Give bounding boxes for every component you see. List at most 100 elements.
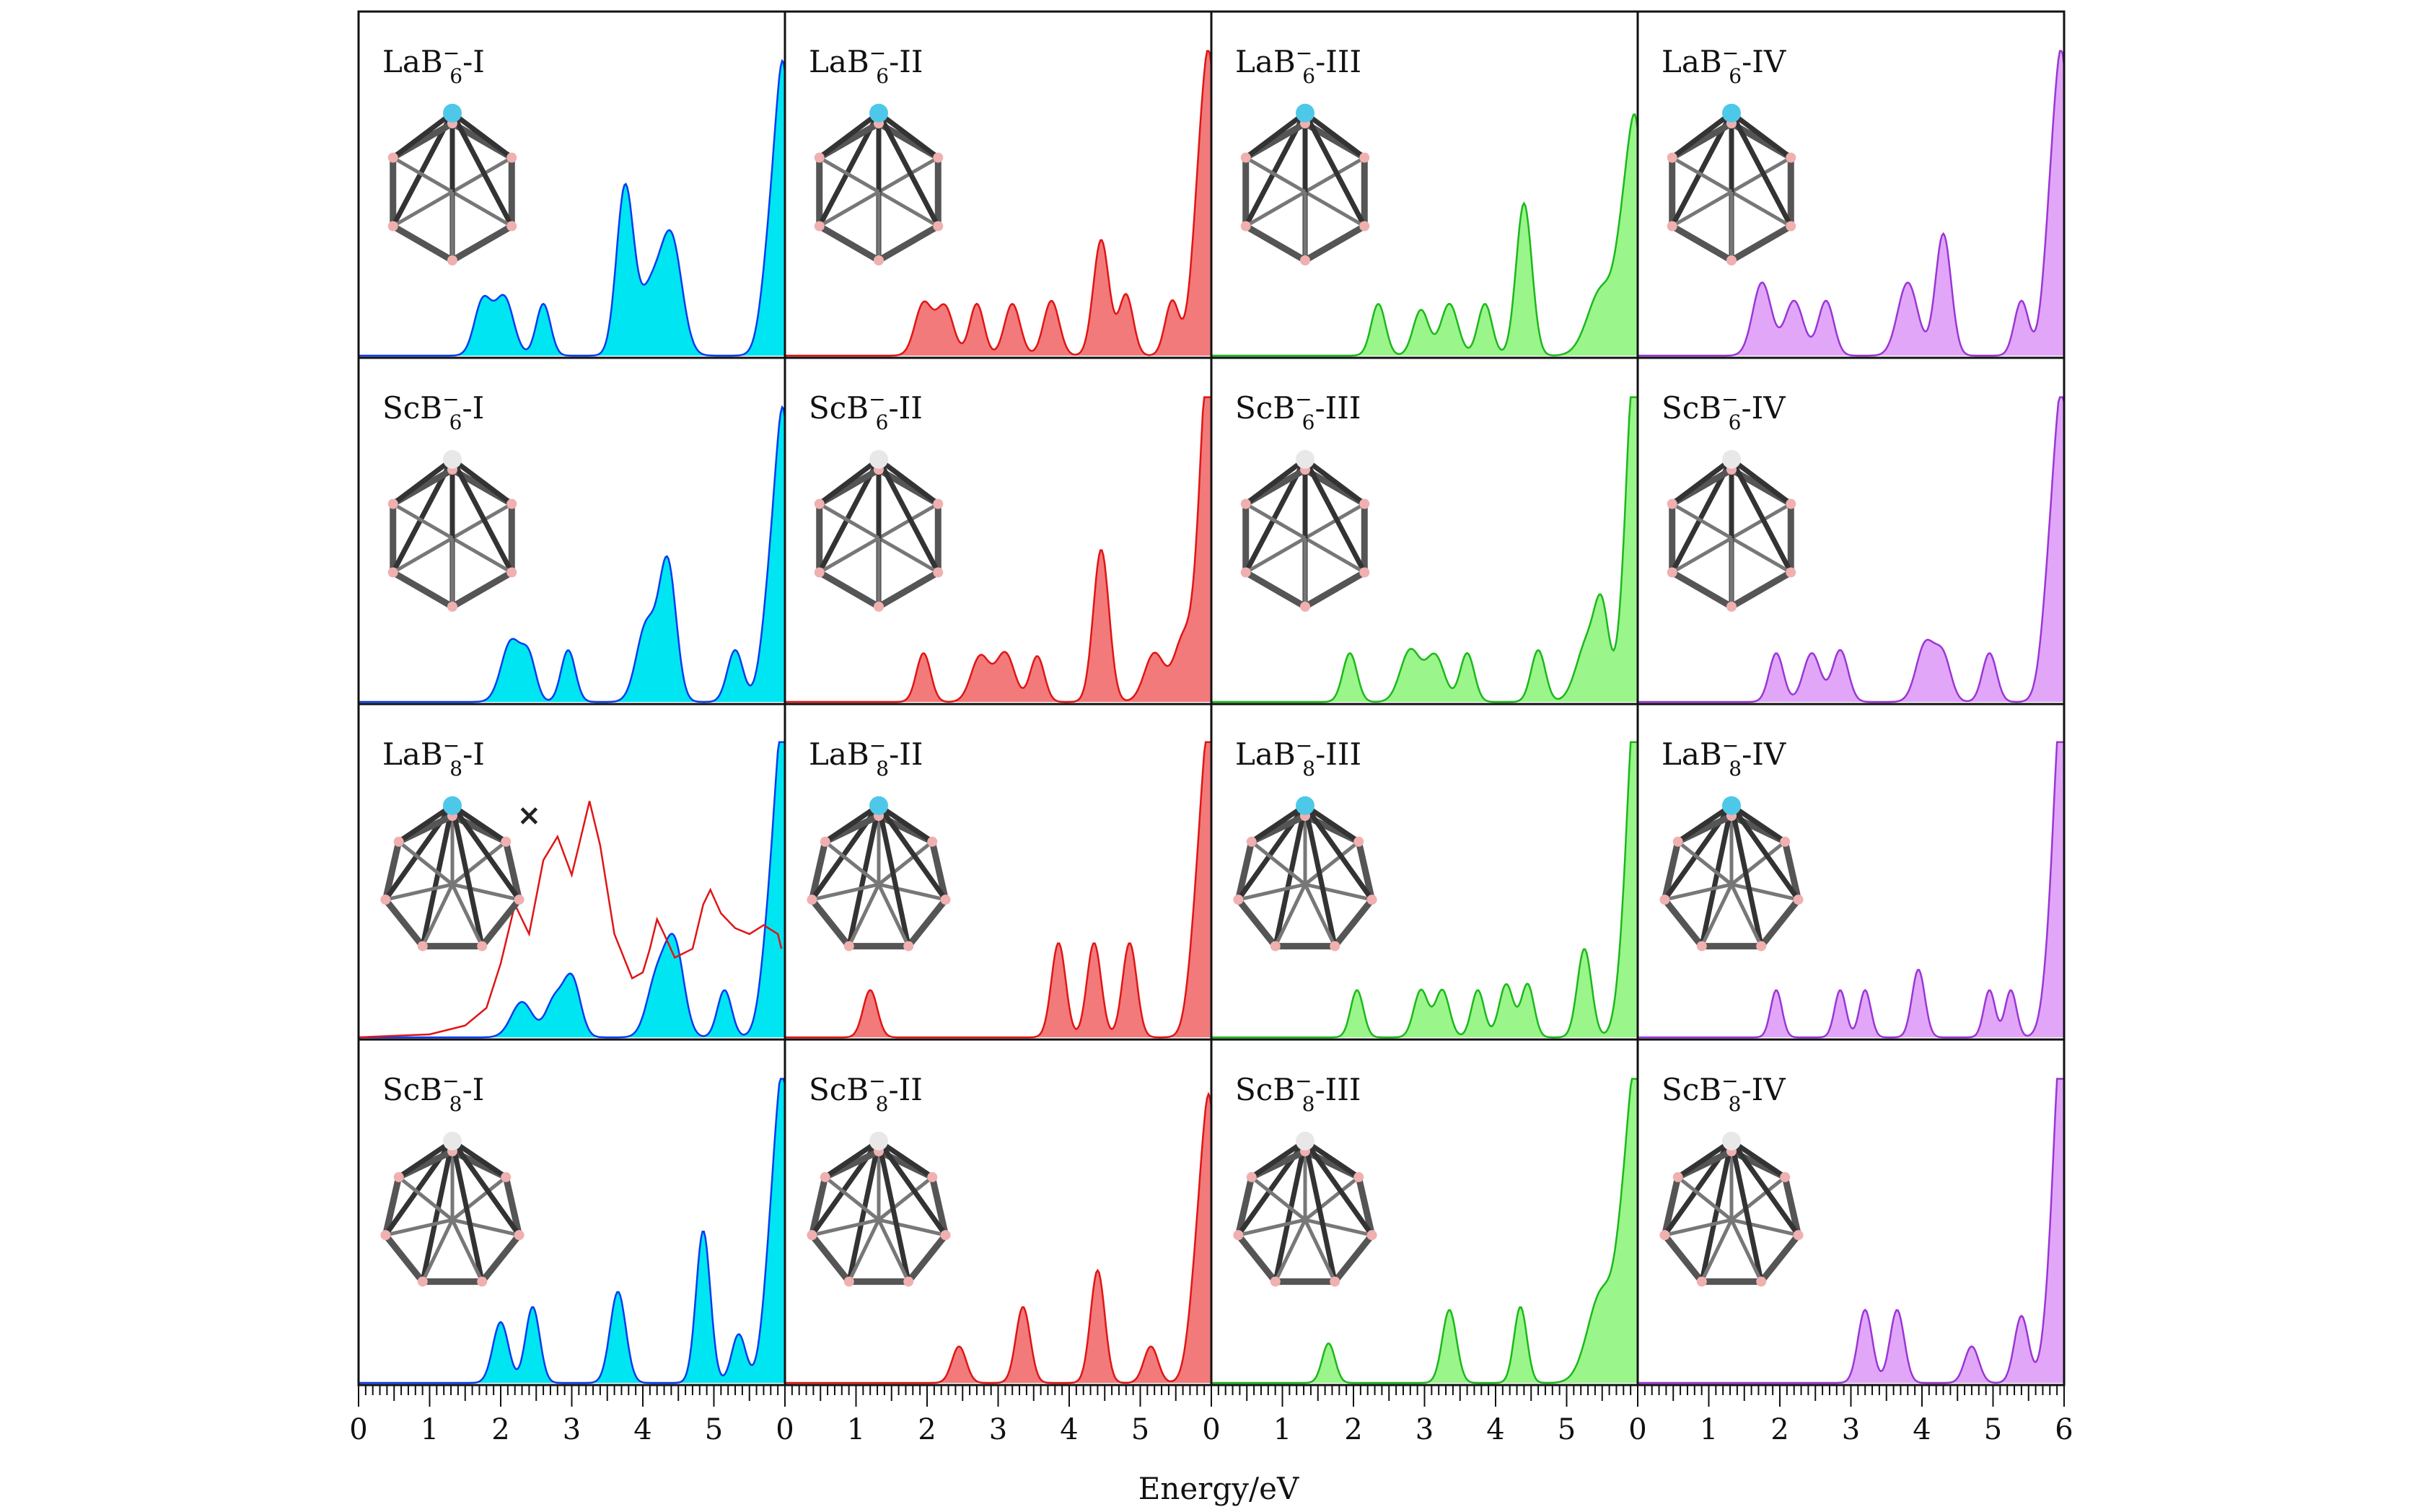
panel-8: ScB− 6-IV	[1636, 356, 2066, 706]
panel-9: × LaB− 8-I	[357, 703, 786, 1041]
spectrum-area	[785, 50, 1211, 356]
x-tick-label: 3	[1842, 1413, 1860, 1446]
panel-label: LaB− 8-IV	[1662, 734, 1786, 781]
cluster-structure-icon	[1233, 796, 1377, 951]
cluster-structure-icon	[1240, 449, 1370, 612]
spectrum-line	[1638, 1078, 2064, 1384]
x-tick-label: 0	[776, 1413, 794, 1446]
cluster-structure-icon	[1659, 796, 1804, 951]
panel-label: ScB− 6-IV	[1662, 387, 1786, 434]
spectrum-line	[359, 405, 785, 703]
x-tick-label: 1	[1700, 1413, 1718, 1446]
panel-7: ScB− 6-III	[1210, 356, 1639, 706]
spectrum-area	[1638, 1078, 2064, 1383]
panel-12: LaB− 8-IV	[1636, 703, 2066, 1041]
spectrum-line	[1638, 50, 2064, 357]
x-tick-label: 1	[421, 1413, 439, 1446]
x-tick-label: 5	[1558, 1413, 1576, 1446]
spectrum-line	[785, 741, 1211, 1039]
x-tick-label: 5	[705, 1413, 723, 1446]
cluster-structure-icon	[1233, 1131, 1377, 1287]
x-tick-label: 2	[1344, 1413, 1362, 1446]
panel-label: ScB− 8-I	[382, 1069, 484, 1116]
x-tick-label: 0	[349, 1413, 367, 1446]
x-tick-label: 3	[563, 1413, 581, 1446]
cluster-structure-icon	[380, 796, 525, 951]
cluster-structure-icon	[1659, 1131, 1804, 1287]
x-axis: 0 1 2 3 4 5 0 1 2 3 4 5 0 1 2 3 4 5 0 1 2 3 4 5 6	[349, 1384, 2073, 1446]
spectrum-line	[1211, 1078, 1638, 1384]
x-tick-label: 1	[1273, 1413, 1291, 1446]
spectrum-area	[1638, 50, 2064, 356]
panel-label: ScB− 6-II	[809, 387, 923, 434]
panel-label: ScB− 8-III	[1235, 1069, 1361, 1116]
x-axis-title: Energy/eV	[1138, 1471, 1299, 1506]
x-tick-label: 5	[1984, 1413, 2002, 1446]
panel-10: LaB− 8-II	[784, 703, 1213, 1041]
panel-label: ScB− 6-I	[382, 387, 484, 434]
x-tick-label: 4	[1060, 1413, 1078, 1446]
x-tick-label: 4	[633, 1413, 651, 1446]
panel-4: LaB− 6-IV	[1636, 10, 2066, 359]
spectrum-area	[1211, 1078, 1638, 1383]
panel-13: ScB− 8-I	[357, 1038, 786, 1386]
panel-label: ScB− 6-III	[1235, 387, 1361, 434]
panel-11: LaB− 8-III	[1210, 703, 1639, 1041]
cluster-structure-icon	[1240, 103, 1370, 265]
x-tick-label: 0	[1202, 1413, 1220, 1446]
spectrum-area	[359, 742, 785, 1037]
peak-marker: ×	[517, 799, 542, 832]
panel-6: ScB− 6-II	[784, 356, 1213, 706]
spectrum-area	[1211, 114, 1638, 356]
spectrum-line	[785, 1091, 1211, 1384]
panel-label: LaB− 6-II	[809, 41, 923, 88]
spectrum-area	[359, 1078, 785, 1383]
spectrum-line	[1211, 396, 1638, 703]
x-tick-label: 2	[491, 1413, 509, 1446]
spectrum-area	[785, 1094, 1211, 1383]
panel-16: ScB− 8-IV	[1636, 1038, 2066, 1386]
x-tick-label: 5	[1131, 1413, 1149, 1446]
spectrum-area	[785, 397, 1211, 702]
panel-label: LaB− 6-IV	[1662, 41, 1786, 88]
spectrum-line	[1211, 113, 1638, 357]
x-tick-label: 6	[2055, 1413, 2073, 1446]
experimental-spectrum-line	[358, 801, 783, 1039]
spectrum-area	[1638, 397, 2064, 702]
x-tick-label: 0	[1628, 1413, 1646, 1446]
x-tick-label: 4	[1913, 1413, 1931, 1446]
spectrum-line	[359, 1078, 785, 1384]
panel-5: ScB− 6-I	[357, 356, 786, 706]
panel-3: LaB− 6-III	[1210, 10, 1639, 359]
cluster-structure-icon	[1667, 449, 1796, 612]
spectrum-line	[785, 50, 1211, 357]
panel-label: LaB− 8-I	[382, 734, 485, 781]
spectrum-line	[1638, 741, 2064, 1039]
panel-label: ScB− 8-II	[809, 1069, 923, 1116]
spectrum-area	[359, 61, 785, 356]
panel-15: ScB− 8-III	[1210, 1038, 1639, 1386]
spectrum-line	[1638, 396, 2064, 703]
spectrum-line	[785, 396, 1211, 703]
x-tick-label: 3	[989, 1413, 1007, 1446]
panel-label: ScB− 8-IV	[1662, 1069, 1786, 1116]
panel-label: LaB− 6-III	[1235, 41, 1361, 88]
x-tick-label: 1	[847, 1413, 865, 1446]
panel-2: LaB− 6-II	[784, 10, 1213, 359]
x-tick-label: 4	[1486, 1413, 1504, 1446]
panel-label: LaB− 8-III	[1235, 734, 1361, 781]
cluster-structure-icon	[380, 1131, 525, 1287]
cluster-structure-icon	[814, 449, 944, 612]
cluster-structure-icon	[807, 796, 951, 951]
spectrum-line	[359, 741, 785, 1039]
cluster-structure-icon	[1667, 103, 1796, 265]
panel-grid: LaB− 6-I LaB− 6-II LaB− 6-III LaB− 6-IV ScB− 6-I S…	[357, 10, 2066, 1386]
spectrum-area	[359, 407, 785, 702]
spectrum-line	[1211, 741, 1638, 1039]
panel-1: LaB− 6-I	[357, 10, 786, 359]
panel-label: LaB− 6-I	[382, 41, 485, 88]
panel-label: LaB− 8-II	[809, 734, 923, 781]
cluster-structure-icon	[387, 103, 517, 265]
x-tick-label: 3	[1416, 1413, 1434, 1446]
